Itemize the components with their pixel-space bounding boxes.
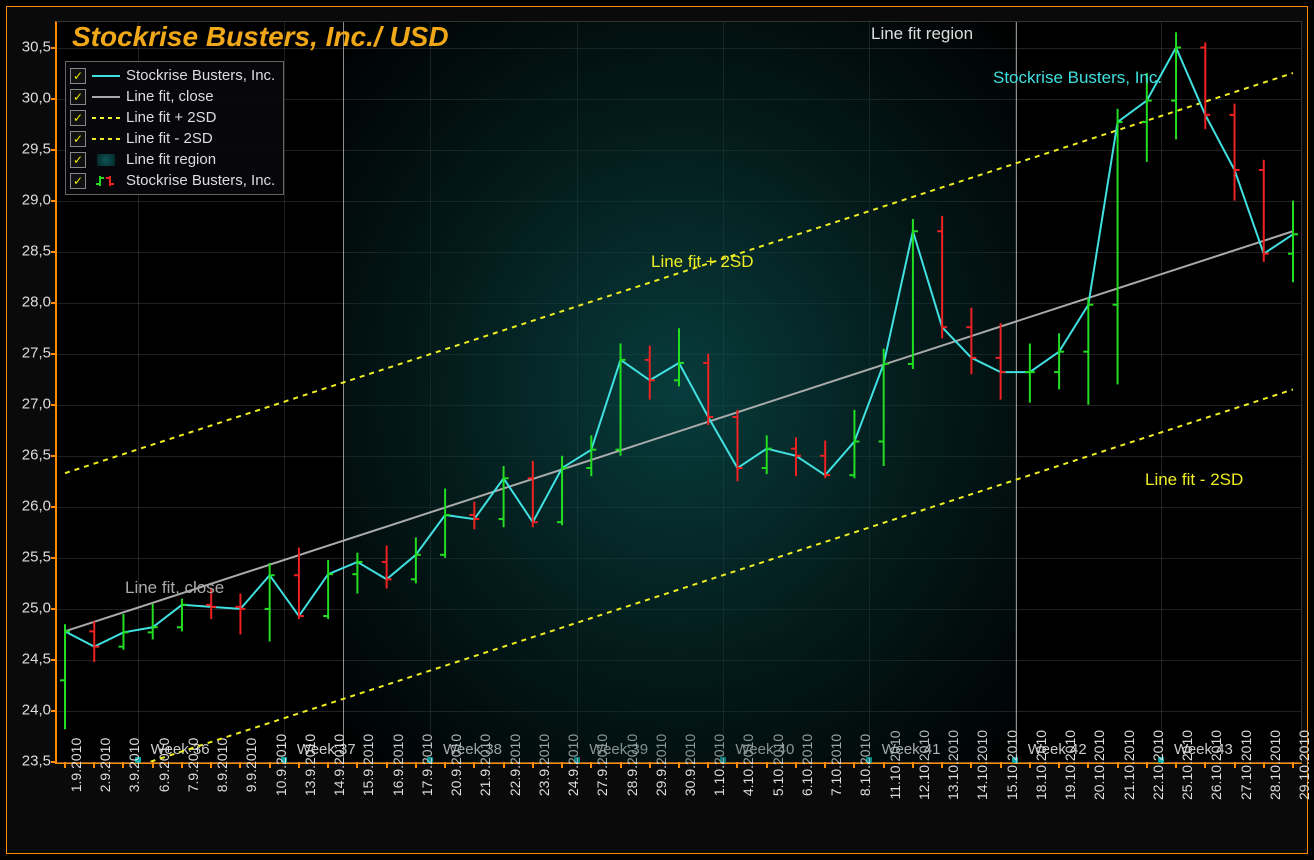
legend-label: Line fit + 2SD: [126, 109, 216, 126]
legend-item-fit-minus[interactable]: ✓ Line fit - 2SD: [70, 128, 275, 149]
y-tick-label: 28,5: [11, 242, 51, 259]
annot-linefit-close: Line fit, close: [125, 578, 224, 598]
legend-item-series-ohlc[interactable]: ✓ Stockrise Busters, Inc.: [70, 170, 275, 191]
y-tick-label: 25,0: [11, 599, 51, 616]
y-tick-label: 30,0: [11, 89, 51, 106]
legend-label: Line fit - 2SD: [126, 130, 213, 147]
chart-frame: Stockrise Busters, Inc./ USD Line fit, c…: [6, 6, 1308, 854]
y-tick-label: 25,5: [11, 548, 51, 565]
legend-label: Stockrise Busters, Inc.: [126, 67, 275, 84]
annot-linefit-plus: Line fit + 2SD: [651, 252, 754, 272]
legend-label: Stockrise Busters, Inc.: [126, 172, 275, 189]
y-tick-label: 29,0: [11, 191, 51, 208]
legend-label: Line fit, close: [126, 88, 214, 105]
swatch-line-icon: [92, 69, 120, 83]
check-icon[interactable]: ✓: [70, 110, 86, 126]
legend: ✓ Stockrise Busters, Inc. ✓ Line fit, cl…: [65, 61, 284, 195]
swatch-ohlc-icon: [92, 174, 120, 188]
legend-item-fit-region[interactable]: ✓ Line fit region: [70, 149, 275, 170]
check-icon[interactable]: ✓: [70, 68, 86, 84]
y-tick-label: 29,5: [11, 140, 51, 157]
y-tick-label: 24,0: [11, 701, 51, 718]
legend-item-fit-plus[interactable]: ✓ Line fit + 2SD: [70, 107, 275, 128]
y-tick-label: 26,0: [11, 497, 51, 514]
check-icon[interactable]: ✓: [70, 89, 86, 105]
legend-item-fit-line[interactable]: ✓ Line fit, close: [70, 86, 275, 107]
legend-label: Line fit region: [126, 151, 216, 168]
y-tick-label: 30,5: [11, 38, 51, 55]
check-icon[interactable]: ✓: [70, 173, 86, 189]
chart-title: Stockrise Busters, Inc./ USD: [72, 21, 449, 53]
y-tick-label: 24,5: [11, 650, 51, 667]
y-tick-label: 26,5: [11, 446, 51, 463]
check-icon[interactable]: ✓: [70, 152, 86, 168]
swatch-dash-icon: [92, 132, 120, 146]
annot-linefit-minus: Line fit - 2SD: [1145, 470, 1243, 490]
y-tick-label: 28,0: [11, 293, 51, 310]
check-icon[interactable]: ✓: [70, 131, 86, 147]
y-tick-label: 27,5: [11, 344, 51, 361]
y-tick-label: 27,0: [11, 395, 51, 412]
swatch-dash-icon: [92, 111, 120, 125]
legend-item-series-line[interactable]: ✓ Stockrise Busters, Inc.: [70, 65, 275, 86]
annot-region-label: Line fit region: [871, 24, 973, 44]
annot-series-label: Stockrise Busters, Inc.: [993, 68, 1162, 88]
y-tick-label: 23,5: [11, 753, 51, 770]
swatch-region-icon: [92, 153, 120, 167]
swatch-line-icon: [92, 90, 120, 104]
